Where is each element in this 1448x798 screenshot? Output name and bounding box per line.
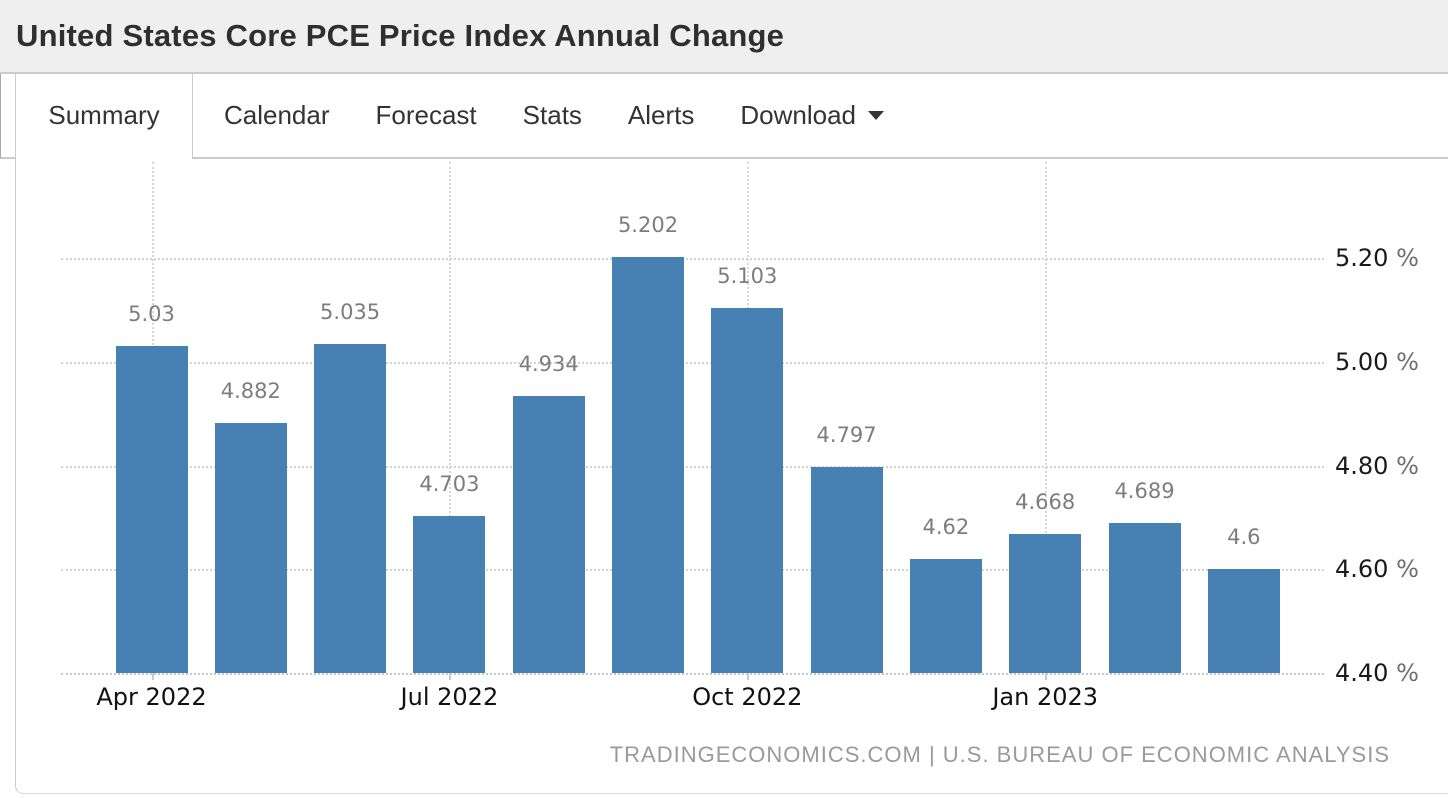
bar[interactable] [512, 395, 585, 673]
page-title: United States Core PCE Price Index Annua… [16, 18, 785, 53]
bar[interactable] [1108, 523, 1181, 673]
bar-value-label: 4.882 [220, 378, 281, 403]
bar[interactable] [413, 515, 486, 673]
bar-value-label: 4.703 [419, 471, 480, 496]
x-axis-tick [747, 673, 750, 680]
bar[interactable] [711, 308, 784, 673]
bar-value-label: 4.689 [1114, 479, 1175, 504]
y-axis-label-value: 5.00 [1335, 347, 1389, 376]
bar[interactable] [214, 422, 287, 673]
y-axis-label: 5.20 % [1335, 244, 1430, 272]
y-gridline [61, 361, 1324, 364]
bar-value-label: 5.103 [717, 264, 778, 289]
tab-bar: Summary Calendar Forecast Stats Alerts D… [0, 74, 1448, 159]
x-axis-label: Jan 2023 [992, 683, 1099, 711]
y-axis-label: 4.80 % [1335, 452, 1430, 480]
y-gridline [61, 258, 1324, 260]
bar-value-label: 4.62 [922, 514, 970, 539]
bar[interactable] [810, 467, 883, 673]
bar-value-label: 4.6 [1227, 525, 1261, 550]
bar[interactable] [115, 346, 188, 673]
x-axis-tick [151, 673, 154, 680]
x-axis-label: Apr 2022 [96, 683, 207, 711]
x-gridline [449, 162, 452, 673]
x-axis-label: Jul 2022 [400, 683, 499, 711]
tab-summary[interactable]: Summary [15, 74, 193, 159]
bar[interactable] [909, 558, 982, 673]
y-axis-label-value: 4.80 [1335, 451, 1389, 480]
bar-value-label: 5.202 [617, 212, 679, 237]
bar[interactable] [1009, 533, 1082, 673]
chart-panel: 4.40 % 4.60 % 4.80 % 5.00 % 5.20 % Apr 2022 Ju… [15, 159, 1448, 794]
y-axis-label-unit: % [1388, 244, 1419, 272]
chevron-down-icon [868, 111, 885, 120]
tab-stats[interactable]: Stats [500, 74, 605, 157]
y-axis-label-unit: % [1388, 659, 1419, 687]
x-axis-tick [449, 673, 452, 680]
bar-value-label: 5.03 [128, 302, 175, 327]
y-axis-label-unit: % [1388, 347, 1419, 376]
bar-chart: 4.40 % 4.60 % 4.80 % 5.00 % 5.20 % Apr 2022 Ju… [16, 159, 1448, 793]
title-bar: United States Core PCE Price Index Annua… [0, 0, 1448, 74]
y-axis-label-unit: % [1388, 555, 1419, 584]
bar[interactable] [1207, 569, 1280, 673]
y-axis-label: 4.60 % [1335, 555, 1430, 583]
tab-calendar-label: Calendar [224, 100, 330, 130]
bar[interactable] [314, 343, 387, 673]
tab-download-label: Download [740, 100, 857, 130]
y-axis-label-unit: % [1388, 451, 1419, 480]
tab-alerts-label: Alerts [627, 100, 695, 130]
y-axis-label-value: 5.20 [1335, 244, 1389, 272]
y-axis-label-value: 4.40 [1335, 659, 1389, 687]
x-axis-label: Oct 2022 [692, 683, 803, 711]
x-axis-tick [1045, 673, 1048, 680]
chart-source-credit: TRADINGECONOMICS.COM | U.S. BUREAU OF EC… [609, 742, 1390, 767]
y-gridline [61, 465, 1324, 468]
tab-spacer [1, 74, 15, 157]
bar-value-label: 4.797 [816, 423, 877, 448]
y-axis-label-value: 4.60 [1335, 555, 1389, 584]
x-gridline [1045, 162, 1048, 673]
x-axis-line [61, 673, 1324, 675]
tab-calendar[interactable]: Calendar [201, 74, 353, 157]
tab-forecast-label: Forecast [375, 100, 477, 130]
bar[interactable] [612, 256, 684, 673]
y-gridline [61, 569, 1324, 572]
tab-download[interactable]: Download [717, 74, 907, 157]
tab-stats-label: Stats [522, 100, 582, 130]
y-axis-label: 4.40 % [1335, 659, 1430, 687]
tab-forecast[interactable]: Forecast [353, 74, 500, 157]
bar-value-label: 5.035 [320, 299, 381, 324]
bar-value-label: 4.668 [1015, 489, 1076, 514]
y-axis-label: 5.00 % [1335, 348, 1430, 376]
tab-summary-label: Summary [48, 100, 160, 130]
bar-value-label: 4.934 [518, 351, 579, 376]
tab-alerts[interactable]: Alerts [605, 74, 717, 157]
